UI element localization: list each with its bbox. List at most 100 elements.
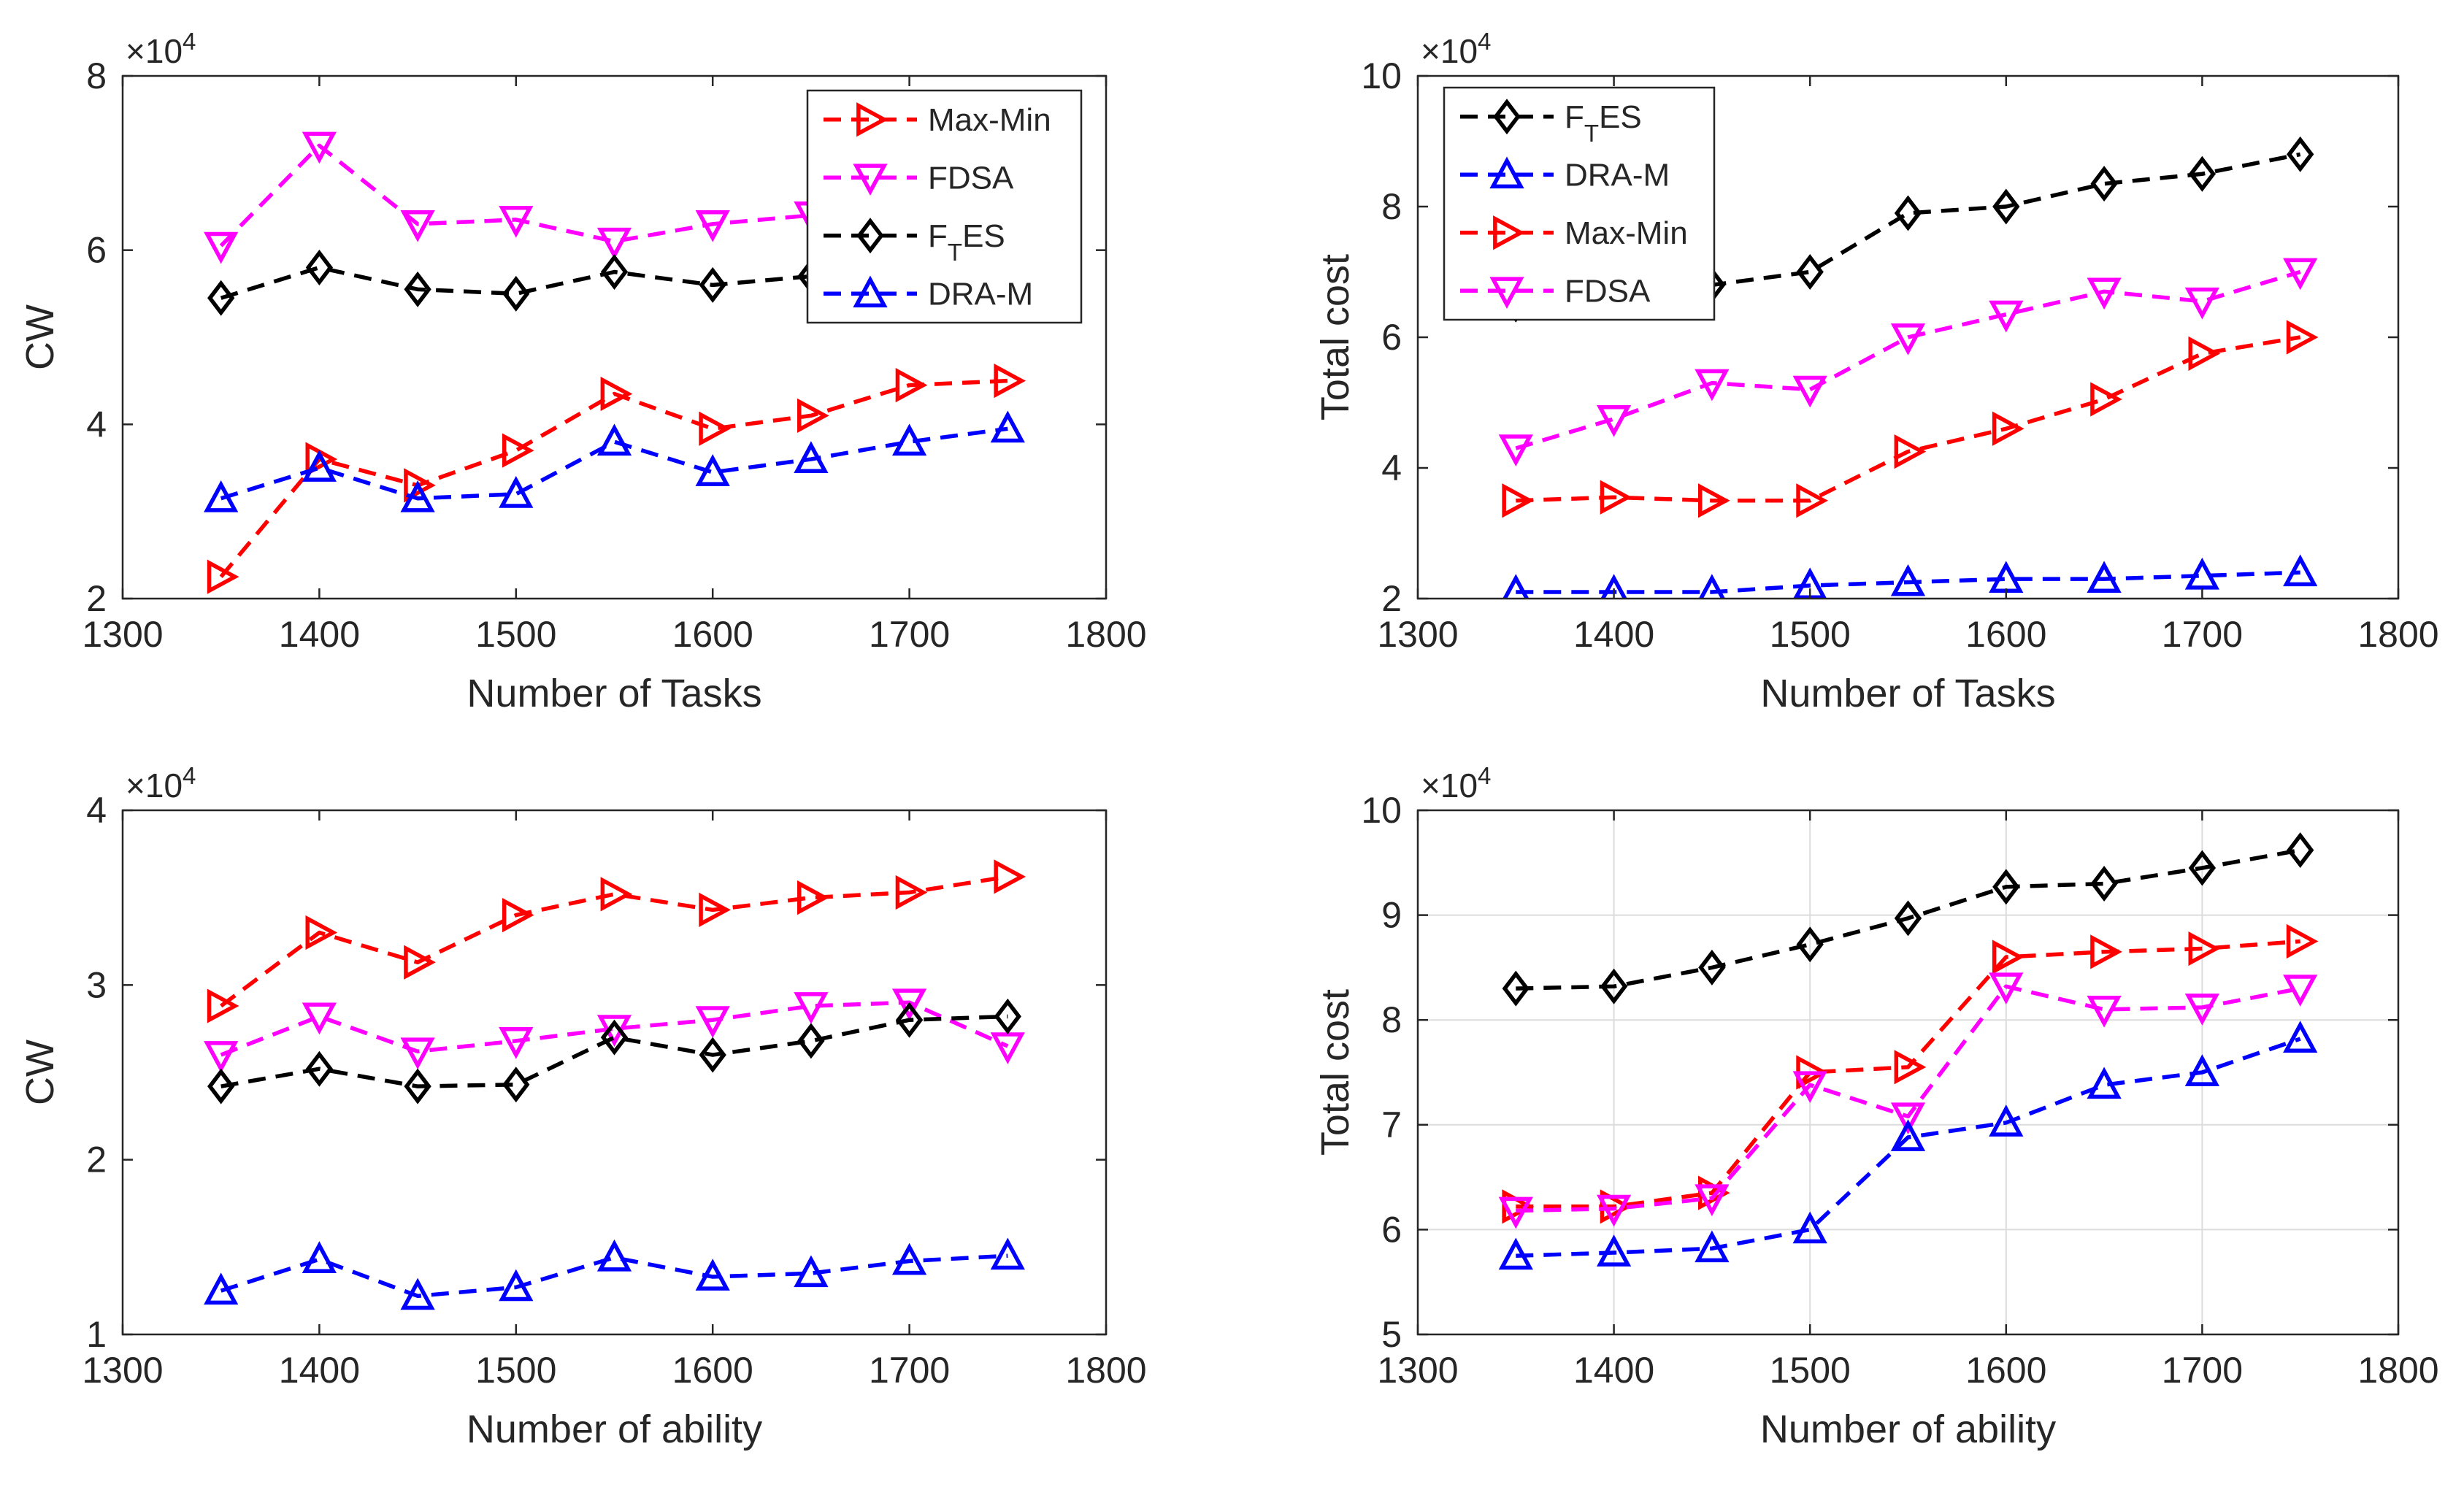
chart-panel-2: 1300 1400 1500 1600 1700 1800 2 4 6 8 10 ×104 Number… (1313, 28, 2439, 716)
data-point-ftes (207, 1068, 235, 1104)
x-tick-label: 1600 (1965, 614, 2046, 655)
series-line-ftes (1516, 152, 2301, 307)
data-point-fdsa (596, 227, 632, 260)
data-point-dra-m (499, 476, 534, 508)
x-tick-label: 1400 (1573, 614, 1654, 655)
y-tick-label: 8 (1381, 999, 1402, 1040)
data-point-fdsa (204, 231, 239, 264)
legend-marker-dra-m (853, 275, 888, 308)
x-axis-label: Number of ability (1760, 1407, 2056, 1451)
axis-exponent: ×104 (1421, 763, 1491, 805)
data-point-ftes (1894, 900, 1922, 937)
x-tick-label: 1300 (82, 614, 163, 655)
data-point-dra-m (891, 423, 927, 456)
x-axis-label: Number of Tasks (1760, 672, 2055, 715)
data-point-ftes (502, 1067, 530, 1103)
y-tick-label: 1 (86, 1314, 107, 1355)
data-point-max-min (1992, 411, 2024, 446)
chart-panel-4: 1300 1400 1500 1600 1700 1800 5 6 7 8 9 10 ×104 Numbe… (1313, 763, 2439, 1452)
x-tick-label: 1300 (82, 1350, 163, 1391)
data-point-dra-m (891, 1242, 927, 1275)
data-point-dra-m (1698, 574, 1726, 599)
data-point-ftes (404, 1068, 431, 1104)
data-point-max-min (994, 859, 1026, 894)
data-point-dra-m (2087, 561, 2122, 593)
x-tick-label: 1300 (1377, 1350, 1458, 1391)
data-point-fdsa (1695, 1184, 1730, 1217)
data-point-max-min (797, 880, 829, 915)
data-point-ftes (994, 998, 1021, 1034)
y-tick-label: 6 (1381, 317, 1402, 358)
data-point-max-min (895, 875, 928, 910)
data-point-fdsa (2184, 287, 2220, 320)
data-point-ftes (502, 275, 530, 312)
data-point-dra-m (1792, 1211, 1827, 1244)
data-point-ftes (2188, 155, 2217, 192)
series-line-max-min (220, 875, 1008, 1008)
axis-exponent: ×104 (1421, 28, 1491, 71)
data-point-dra-m (1890, 564, 1926, 596)
data-point-max-min (2286, 923, 2319, 959)
legend-marker-max-min (856, 102, 889, 137)
legend-marker-max-min (1493, 215, 1525, 250)
axes-box (121, 809, 1108, 1336)
data-point-dra-m (1498, 1237, 1533, 1270)
data-point-fdsa (302, 131, 337, 164)
data-point-fdsa (1596, 404, 1632, 437)
data-point-fdsa (1498, 1196, 1533, 1229)
data-point-fdsa (499, 1027, 534, 1059)
y-axis-label: Total cost (1313, 989, 1357, 1156)
axes-box (121, 74, 1108, 600)
data-point-fdsa (204, 1041, 239, 1073)
data-point-max-min (2188, 336, 2221, 371)
data-point-dra-m (499, 1269, 534, 1302)
x-tick-label: 1700 (2162, 1350, 2243, 1391)
x-tick-label: 1700 (869, 614, 950, 655)
data-point-dra-m (990, 410, 1025, 443)
x-tick-label: 1400 (279, 614, 360, 655)
data-point-max-min (797, 398, 829, 434)
y-tick-label: 2 (1381, 578, 1402, 619)
data-point-fdsa (1890, 1102, 1926, 1135)
legend-marker-fdsa (853, 164, 888, 196)
data-point-fdsa (1596, 1194, 1632, 1227)
series-line-dra-m (220, 1253, 1008, 1299)
data-point-ftes (1502, 970, 1530, 1007)
legend-marker-dra-m (1489, 156, 1524, 189)
data-point-fdsa (891, 988, 927, 1021)
data-point-dra-m (2184, 557, 2220, 590)
data-point-dra-m (794, 441, 829, 473)
legend-label-fdsa: FDSA (928, 160, 1014, 196)
data-point-dra-m (2087, 1067, 2122, 1099)
data-point-ftes (1992, 869, 2020, 905)
legend-box (1443, 86, 1716, 321)
data-point-dra-m (1596, 1234, 1632, 1267)
data-point-max-min (1894, 434, 1927, 469)
data-point-dra-m (1600, 574, 1627, 599)
data-point-ftes (2090, 166, 2118, 202)
data-point-fdsa (1792, 1071, 1827, 1104)
data-point-dra-m (1695, 1230, 1730, 1263)
data-point-dra-m (2184, 1054, 2220, 1086)
data-point-ftes (699, 1037, 726, 1073)
series-line-ftes (220, 1014, 1008, 1088)
chart-panel-1: 1300 1400 1500 1600 1700 1800 2 4 6 8 ×104 Number o… (18, 28, 1147, 716)
data-point-ftes (1796, 926, 1824, 963)
data-point-ftes (2188, 850, 2217, 886)
x-tick-label: 1600 (672, 1350, 753, 1391)
y-axis-label: CW (18, 1040, 62, 1105)
x-tick-label: 1500 (1770, 1350, 1851, 1391)
y-tick-label: 6 (1381, 1209, 1402, 1250)
y-tick-label: 4 (86, 404, 107, 445)
data-point-fdsa (794, 992, 829, 1024)
series-line-fdsa (220, 1000, 1009, 1057)
data-point-dra-m (2283, 1021, 2318, 1053)
data-point-dra-m (1502, 574, 1530, 599)
axes-box (1416, 809, 2400, 1336)
data-point-ftes (797, 1023, 825, 1059)
series-line-fdsa (1515, 269, 2301, 450)
y-tick-label: 8 (1381, 186, 1402, 227)
x-tick-label: 1400 (1573, 1350, 1654, 1391)
y-tick-label: 2 (86, 578, 107, 619)
data-point-ftes (2287, 832, 2314, 869)
